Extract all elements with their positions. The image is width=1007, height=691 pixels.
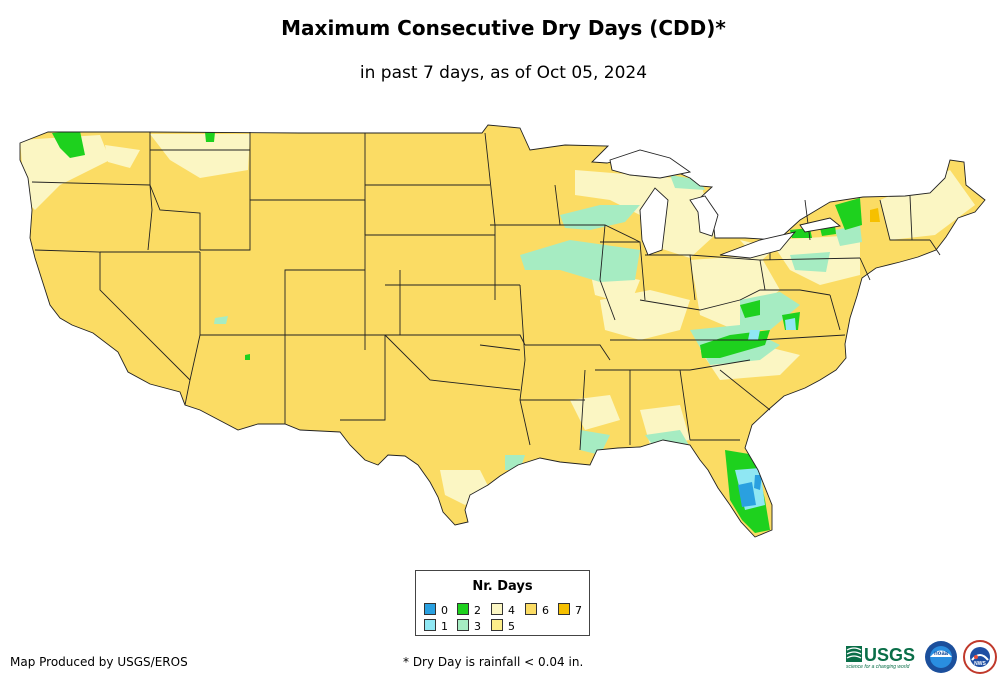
legend: Nr. Days 0 1 2 3 4 5 6 7: [415, 570, 590, 636]
cdd-raster: [20, 125, 985, 537]
legend-label: 5: [508, 620, 515, 633]
legend-item-5: 5: [491, 619, 515, 633]
svg-text:noaa: noaa: [934, 651, 949, 657]
noaa-logo: noaa: [925, 641, 957, 673]
usgs-logo: USGS science for a changing world: [846, 645, 915, 670]
svg-text:USGS: USGS: [864, 645, 915, 665]
legend-label: 0: [441, 604, 448, 617]
legend-label: 7: [575, 604, 582, 617]
legend-item-3: 3: [457, 619, 481, 633]
legend-swatch: [424, 603, 436, 615]
legend-item-2: 2: [457, 603, 481, 617]
map-subtitle: in past 7 days, as of Oct 05, 2024: [359, 63, 648, 83]
legend-label: 4: [508, 604, 515, 617]
dry-day-footnote: * Dry Day is rainfall < 0.04 in.: [403, 655, 584, 669]
legend-swatch: [424, 619, 436, 631]
map-credit: Map Produced by USGS/EROS: [10, 655, 188, 669]
legend-title: Nr. Days: [472, 579, 533, 594]
svg-text:NWS: NWS: [974, 661, 986, 667]
legend-swatch: [491, 619, 503, 631]
legend-label: 2: [474, 604, 481, 617]
legend-label: 1: [441, 620, 448, 633]
svg-text:science for a changing world: science for a changing world: [846, 664, 910, 670]
legend-swatch: [491, 603, 503, 615]
legend-item-6: 6: [525, 603, 549, 617]
legend-item-4: 4: [491, 603, 515, 617]
nws-logo: NWS: [963, 640, 997, 674]
legend-item-1: 1: [424, 619, 448, 633]
legend-item-7: 7: [558, 603, 582, 617]
legend-swatch: [525, 603, 537, 615]
legend-swatch: [457, 619, 469, 631]
legend-label: 3: [474, 620, 481, 633]
map-title: Maximum Consecutive Dry Days (CDD)*: [281, 16, 726, 40]
legend-item-0: 0: [424, 603, 448, 617]
great-lakes: [609, 149, 842, 259]
legend-swatch: [457, 603, 469, 615]
legend-label: 6: [542, 604, 549, 617]
legend-swatch: [558, 603, 570, 615]
